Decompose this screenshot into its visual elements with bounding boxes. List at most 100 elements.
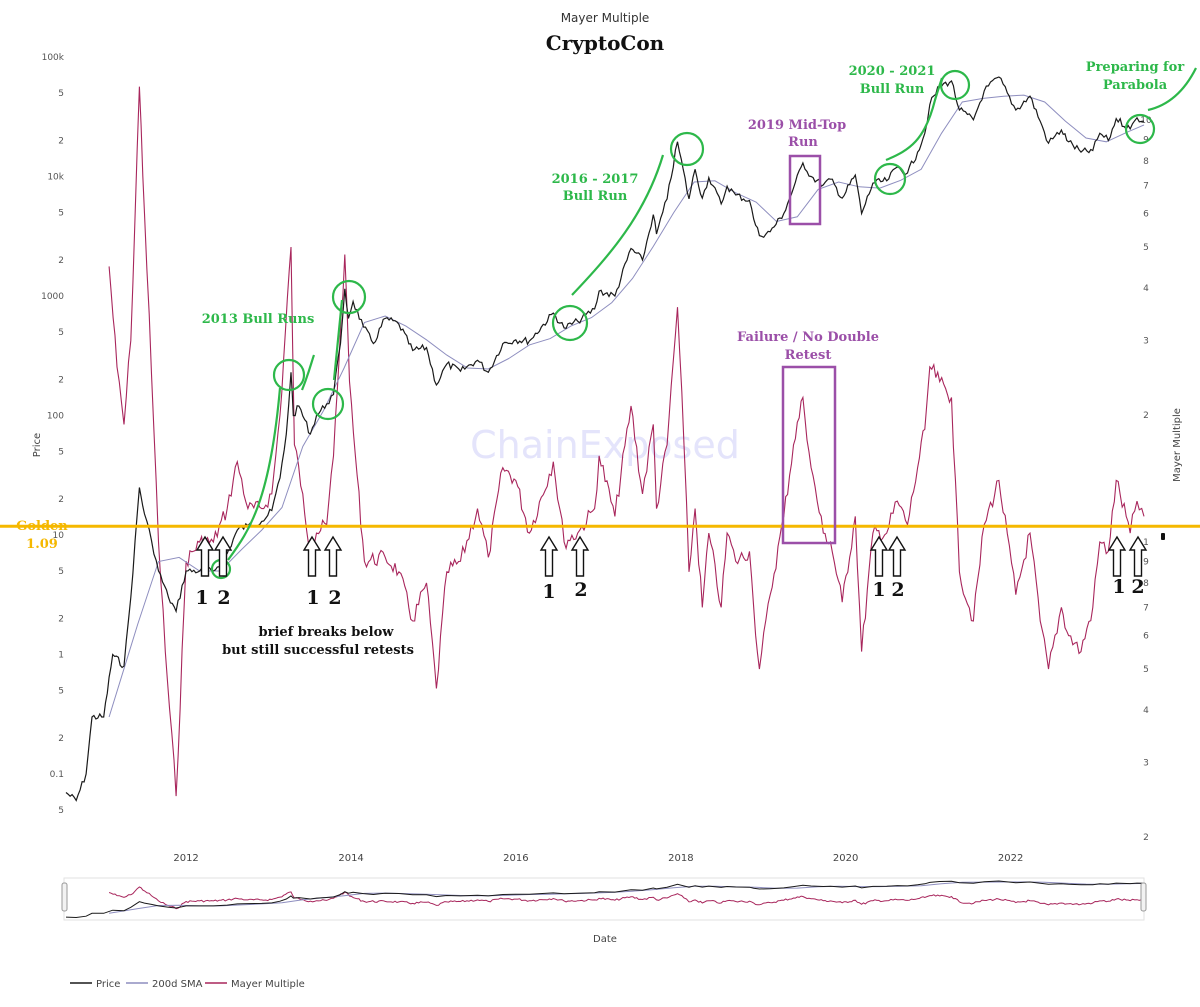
left-axis: 100k 5 2 10k 5 2 1000 5 2 100 5 2 10 5 2 1 5 2 0.1 5 (41, 53, 65, 816)
circle-2013-b (311, 387, 345, 421)
x-tick-2020: 2020 (833, 853, 858, 864)
retest-arrow-8 (1107, 535, 1127, 577)
annotation-brief-line1: brief breaks below (259, 625, 395, 640)
retest-arrow-3 (323, 535, 343, 577)
circle-2023 (1124, 113, 1156, 145)
retest-label-2012-1: 1 (195, 587, 208, 609)
left-tick-3: 10k (47, 173, 64, 183)
circle-2013-a (272, 358, 306, 392)
navigator-frame (63, 877, 1145, 921)
x-tick-2014: 2014 (338, 853, 363, 864)
right-tick-10: 9 (1143, 557, 1149, 567)
chart-subtitle: CryptoCon (546, 31, 665, 55)
left-tick-11: 2 (58, 495, 64, 505)
retest-label-2013-2: 2 (328, 587, 341, 609)
right-tick-4: 6 (1143, 210, 1149, 220)
right-tick-12: 7 (1143, 603, 1149, 613)
annotation-failure-line2: Retest (785, 348, 832, 363)
x-tick-2012: 2012 (173, 853, 198, 864)
watermark: ChainExposed (470, 423, 740, 467)
y-axis-label-right: Mayer Multiple (1172, 408, 1183, 482)
annotation-parabola-line1: Preparing for (1086, 60, 1185, 75)
golden-value: 1.09 (26, 537, 58, 552)
right-axis: 10 9 8 7 6 5 4 3 2 1 9 8 7 6 5 4 3 2 (1140, 116, 1152, 843)
x-tick-2022: 2022 (998, 853, 1023, 864)
right-tick-6: 4 (1143, 284, 1149, 294)
right-tick-11: 8 (1143, 579, 1149, 589)
right-tick-17: 2 (1143, 833, 1149, 843)
legend-mayer-multiple[interactable]: Mayer Multiple (231, 979, 305, 990)
annotation-failure-line1: Failure / No Double (737, 330, 879, 345)
left-tick-0: 100k (42, 53, 65, 63)
circle-2020 (873, 162, 907, 196)
trend-2012 (227, 387, 282, 561)
right-tick-14: 5 (1143, 665, 1149, 675)
circle-2021-top (939, 69, 971, 101)
retest-label-2020-1: 1 (872, 579, 885, 601)
retest-label-2020-2: 2 (891, 579, 904, 601)
left-tick-4: 5 (58, 208, 64, 218)
trend-2013-b (332, 299, 344, 381)
right-tick-1: 9 (1143, 135, 1149, 145)
retest-arrow-4 (539, 535, 559, 577)
x-tick-2016: 2016 (503, 853, 528, 864)
right-tick-0: 10 (1140, 116, 1152, 126)
chart-title: Mayer Multiple (561, 11, 650, 25)
legend-price[interactable]: Price (96, 979, 120, 990)
left-tick-2: 2 (58, 137, 64, 147)
left-tick-16: 5 (58, 686, 64, 696)
left-tick-15: 1 (58, 651, 64, 661)
retest-arrow-7 (887, 535, 907, 577)
retest-arrow-6 (869, 535, 889, 577)
trend-2013 (300, 354, 316, 391)
left-tick-17: 2 (58, 734, 64, 744)
retest-arrow-9 (1128, 535, 1148, 577)
annotation-2016-line2: Bull Run (563, 189, 628, 204)
retest-label-2023-1: 1 (1112, 576, 1125, 598)
annotation-2013: 2013 Bull Runs (202, 312, 315, 327)
retest-arrow-2 (302, 535, 322, 577)
retest-arrow-1 (213, 535, 233, 577)
left-tick-1: 5 (58, 89, 64, 99)
left-tick-18: 0.1 (50, 770, 64, 780)
right-tick-16: 3 (1143, 759, 1149, 769)
range-marker (1161, 533, 1165, 540)
navigator-handle-left[interactable] (61, 882, 68, 912)
left-tick-14: 2 (58, 615, 64, 625)
series-200d-sma (108, 94, 1145, 718)
annotation-parabola-line2: Parabola (1103, 78, 1168, 93)
left-tick-7: 5 (58, 328, 64, 338)
navigator-series-mayer-multiple (108, 886, 1145, 910)
navigator[interactable] (61, 877, 1147, 921)
annotation-2019-line2: Run (788, 135, 818, 150)
series-price (65, 76, 1145, 802)
trend-2016 (571, 154, 665, 296)
box-2019-mid-top (788, 154, 822, 226)
legend-sma[interactable]: 200d SMA (152, 979, 203, 990)
circle-2013-top (331, 279, 367, 315)
right-tick-13: 6 (1143, 632, 1149, 642)
retest-label-2013-1: 1 (306, 587, 319, 609)
retest-label-2016-1: 1 (542, 581, 555, 603)
left-tick-5: 2 (58, 256, 64, 266)
right-tick-15: 4 (1143, 706, 1149, 716)
left-tick-13: 5 (58, 567, 64, 577)
navigator-handle-right[interactable] (1140, 882, 1147, 912)
left-tick-12: 10 (53, 531, 65, 541)
right-tick-3: 7 (1143, 181, 1149, 191)
x-tick-2018: 2018 (668, 853, 693, 864)
circle-2017-top (669, 131, 705, 167)
circle-2016 (551, 304, 589, 342)
left-tick-8: 2 (58, 376, 64, 386)
right-tick-2: 8 (1143, 157, 1149, 167)
box-failure (781, 365, 837, 545)
left-tick-10: 5 (58, 447, 64, 457)
navigator-series-200d-sma (109, 881, 1145, 914)
left-tick-19: 5 (58, 806, 64, 816)
right-tick-5: 5 (1143, 243, 1149, 253)
retest-arrow-0 (195, 535, 215, 577)
retest-arrow-5 (570, 535, 590, 577)
legend: Price 200d SMA Mayer Multiple (70, 979, 305, 990)
retest-label-2023-2: 2 (1131, 576, 1144, 598)
